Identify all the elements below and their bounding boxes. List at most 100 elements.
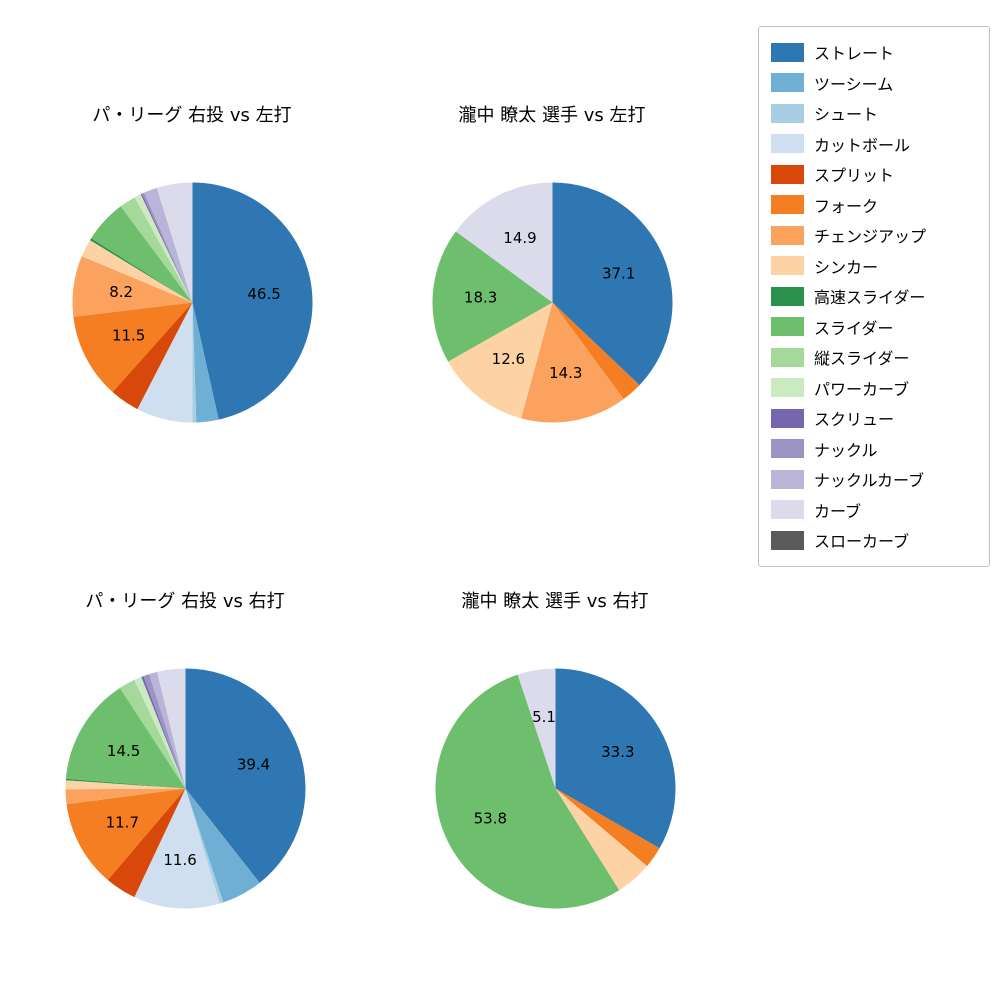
pie-chart: 46.5 11.5 8.2 (71, 182, 313, 423)
legend-item-label: ナックルカーブ (814, 471, 925, 491)
pie-slice (120, 197, 192, 303)
pie-slice (192, 302, 219, 423)
pie-slice-label: 14.9 (503, 229, 536, 247)
pie-chart-block-bottom-right: 瀧中 瞭太 選手 vs 右打 33.3 53.8 5.1 (390, 590, 720, 911)
legend-item: フォーク (771, 190, 977, 221)
legend-item: カットボール (771, 129, 977, 160)
pie-slice (90, 206, 192, 303)
pie-chart-block-top-right: 瀧中 瞭太 選手 vs 左打 37.1 14.3 12.6 18.3 14.9 (387, 104, 717, 425)
legend-item: ナックルカーブ (771, 464, 977, 495)
pie-holder: 33.3 53.8 5.1 (390, 666, 720, 911)
pie-slice-label: 11.5 (111, 326, 144, 344)
pie-slice (140, 676, 185, 789)
pie-slice-label: 8.2 (109, 283, 133, 301)
pie-slice (133, 676, 185, 789)
pie-slice (552, 302, 639, 400)
legend-item-label: ナックル (814, 440, 878, 460)
pie-slice-label: 53.8 (473, 810, 506, 828)
legend-item-label: スプリット (814, 166, 895, 186)
pie-slice (185, 788, 260, 903)
pie-slice (192, 302, 196, 423)
pie-slice (133, 788, 220, 909)
pie-slice-label: 14.5 (106, 742, 139, 760)
legend-item-label: シンカー (814, 257, 879, 277)
pie-slice-label: 11.7 (105, 813, 138, 831)
pie-slice (119, 679, 185, 789)
legend-item-label: スローカーブ (814, 532, 910, 552)
pie-slice (141, 192, 192, 303)
pie-slice (520, 302, 624, 423)
legend-item: ナックル (771, 434, 977, 465)
pie-chart-block-bottom-left: パ・リーグ 右投 vs 右打 39.4 11.6 11.7 14.5 (20, 590, 350, 911)
pie-slice (66, 788, 185, 880)
pie-slice (71, 256, 192, 317)
legend-swatch (771, 408, 804, 428)
legend-swatch (771, 530, 804, 550)
pie-slice (555, 788, 660, 867)
pie-slice (455, 182, 552, 303)
legend-item: カーブ (771, 495, 977, 526)
pie-slice (143, 187, 192, 303)
legend-swatch (771, 500, 804, 520)
legend-item-label: チェンジアップ (814, 227, 927, 247)
legend: ストレートツーシームシュートカットボール スプリットフォークチェンジアップ シンカー… (758, 26, 990, 567)
legend-item: スライダー (771, 312, 977, 343)
legend-swatch (771, 378, 804, 398)
pie-slice (434, 674, 619, 909)
legend-swatch (771, 103, 804, 123)
pie-slice (156, 668, 185, 789)
legend-item: 縦スライダー (771, 342, 977, 373)
pie-slice (72, 302, 192, 393)
legend-swatch (771, 439, 804, 459)
legend-item-label: 縦スライダー (814, 349, 910, 369)
legend-swatch (771, 42, 804, 62)
chart-title: 瀧中 瞭太 選手 vs 左打 (458, 105, 646, 126)
chart-title: 瀧中 瞭太 選手 vs 右打 (461, 591, 649, 612)
legend-item: スプリット (771, 159, 977, 190)
legend-item-label: カットボール (814, 135, 911, 155)
pie-slice (552, 182, 672, 386)
legend-item: シュート (771, 98, 977, 129)
pie-slice (555, 788, 647, 891)
pie-slice-label: 18.3 (463, 289, 496, 307)
pie-slice (81, 240, 192, 303)
pie-chart-block-top-left: パ・リーグ 右投 vs 左打 46.5 11.5 8.2 (27, 104, 357, 425)
pie-holder: 39.4 11.6 11.7 14.5 (20, 666, 350, 911)
pie-slice (112, 302, 192, 410)
legend-item: ツーシーム (771, 68, 977, 99)
pie-slice (136, 302, 192, 423)
pie-slice (148, 671, 185, 789)
chart-title: パ・リーグ 右投 vs 右打 (85, 591, 285, 612)
pie-slice-label: 37.1 (601, 265, 634, 283)
legend-item-label: ストレート (814, 44, 895, 64)
pie-slice (64, 780, 185, 790)
legend-item: パワーカーブ (771, 373, 977, 404)
legend-swatch (771, 225, 804, 245)
pie-slice (555, 668, 676, 849)
pie-chart: 33.3 53.8 5.1 (434, 668, 676, 909)
pie-slice (107, 788, 185, 898)
legend-item-label: フォーク (814, 196, 879, 216)
legend-item: ストレート (771, 37, 977, 68)
pie-slice (134, 194, 192, 303)
legend-item-label: パワーカーブ (814, 379, 910, 399)
pie-slice (140, 193, 192, 303)
pie-slice-label: 12.6 (491, 350, 524, 368)
pie-slice (517, 668, 555, 789)
pie-slice-label: 11.6 (163, 851, 196, 869)
pie-slice-label: 14.3 (549, 364, 582, 382)
pie-slice-label: 5.1 (532, 708, 556, 726)
legend-item-label: シュート (814, 105, 879, 125)
legend-item: スクリュー (771, 403, 977, 434)
chart-title: パ・リーグ 右投 vs 左打 (92, 105, 292, 126)
legend-swatch (771, 347, 804, 367)
pie-slice (185, 788, 223, 904)
legend-swatch (771, 256, 804, 276)
legend-swatch (771, 164, 804, 184)
legend-swatch (771, 286, 804, 306)
legend-item-label: ツーシーム (814, 74, 894, 94)
legend-swatch (771, 73, 804, 93)
pie-slice (89, 238, 192, 303)
pie-slice-label: 46.5 (247, 285, 280, 303)
legend-swatch (771, 317, 804, 337)
